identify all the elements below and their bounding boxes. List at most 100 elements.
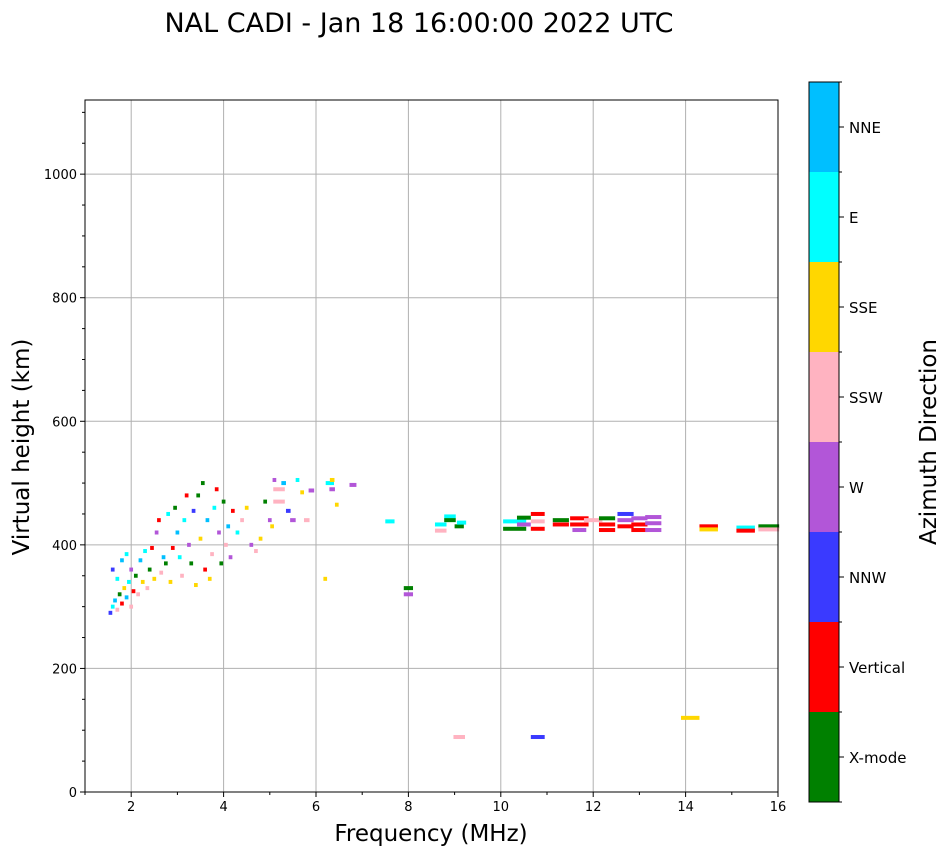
colorbar-segment [809, 712, 839, 802]
data-point [221, 499, 226, 504]
data-point [230, 508, 235, 513]
data-point [210, 552, 214, 557]
data-point [680, 715, 700, 720]
data-point [699, 527, 718, 532]
data-point [194, 583, 198, 588]
data-point [273, 487, 285, 492]
colorbar-segment [809, 532, 839, 622]
data-point [140, 579, 145, 584]
data-point [503, 526, 527, 531]
data-point [129, 567, 134, 572]
colorbar-tick-label: NNW [849, 569, 886, 587]
data-point [270, 524, 274, 529]
data-point [207, 576, 212, 581]
data-point [196, 493, 201, 498]
plot-frame [84, 99, 779, 793]
data-point [244, 505, 249, 510]
data-point [552, 522, 569, 527]
y-ticks: 0 200 400 600 800 1000 [44, 111, 85, 801]
data-point [434, 528, 447, 533]
x-tick-label: 10 [493, 800, 510, 815]
data-point [645, 528, 662, 533]
data-point [329, 477, 335, 482]
data-point [184, 493, 189, 498]
data-point [203, 567, 207, 572]
y-tick-label: 1000 [44, 168, 77, 183]
data-point [454, 524, 464, 529]
data-point [136, 592, 140, 597]
data-point [198, 536, 203, 541]
colorbar-tick-label: E [849, 209, 858, 227]
data-point [645, 515, 662, 520]
data-point [110, 604, 115, 609]
data-point [516, 522, 531, 527]
data-point [403, 586, 414, 591]
data-points [108, 477, 780, 740]
data-point [434, 522, 447, 527]
colorbar: X-mode Vertical NNW W SSW SSE E NNE [808, 81, 906, 803]
data-point [177, 555, 182, 560]
data-point [267, 518, 272, 523]
data-point [182, 518, 187, 523]
data-point [168, 579, 173, 584]
data-point [173, 505, 177, 510]
data-point [530, 735, 545, 740]
data-point [308, 488, 315, 493]
x-tick-label: 6 [312, 800, 320, 815]
chart-title: NAL CADI - Jan 18 16:00:00 2022 UTC [164, 8, 673, 39]
data-point [159, 570, 164, 575]
y-tick-label: 600 [52, 415, 77, 430]
data-point [272, 477, 277, 482]
data-point [645, 521, 662, 526]
x-tick-label: 14 [677, 800, 694, 815]
x-tick-label: 12 [585, 800, 602, 815]
data-point [150, 545, 154, 550]
data-point [617, 511, 634, 516]
data-point [138, 558, 143, 563]
data-point [530, 526, 545, 531]
data-point [444, 518, 456, 523]
data-point [154, 530, 159, 535]
data-point [224, 542, 228, 547]
colorbar-tick-label: Vertical [849, 659, 905, 677]
data-point [570, 516, 589, 521]
data-point [583, 518, 603, 523]
data-point [120, 558, 124, 563]
data-point [385, 519, 395, 524]
data-point [249, 542, 254, 547]
data-point [145, 586, 150, 591]
data-point [598, 516, 616, 521]
data-point [300, 490, 304, 495]
data-point [113, 598, 117, 603]
data-point [325, 481, 335, 486]
colorbar-tick-label: NNE [849, 119, 881, 137]
data-point [115, 576, 120, 581]
data-point [570, 522, 589, 527]
data-point [736, 525, 755, 530]
x-tick-label: 16 [770, 800, 787, 815]
data-point [285, 508, 291, 513]
data-point [758, 527, 780, 532]
data-point [131, 589, 136, 594]
data-point [152, 576, 157, 581]
grid-lines [85, 100, 779, 793]
data-point [124, 595, 129, 600]
colorbar-tick-label: SSE [849, 299, 878, 317]
data-point [273, 499, 285, 504]
colorbar-tick-label: W [849, 479, 864, 497]
data-point [127, 579, 131, 584]
data-point [110, 567, 115, 572]
data-point [453, 735, 465, 740]
colorbar-segment [809, 172, 839, 262]
data-point [214, 487, 219, 492]
colorbar-segment [809, 352, 839, 442]
data-point [189, 561, 194, 566]
data-point [295, 477, 300, 482]
data-point [170, 545, 175, 550]
data-point [108, 610, 113, 615]
data-point [598, 528, 616, 533]
data-point [115, 607, 120, 612]
data-point [147, 567, 152, 572]
data-point [334, 502, 339, 507]
